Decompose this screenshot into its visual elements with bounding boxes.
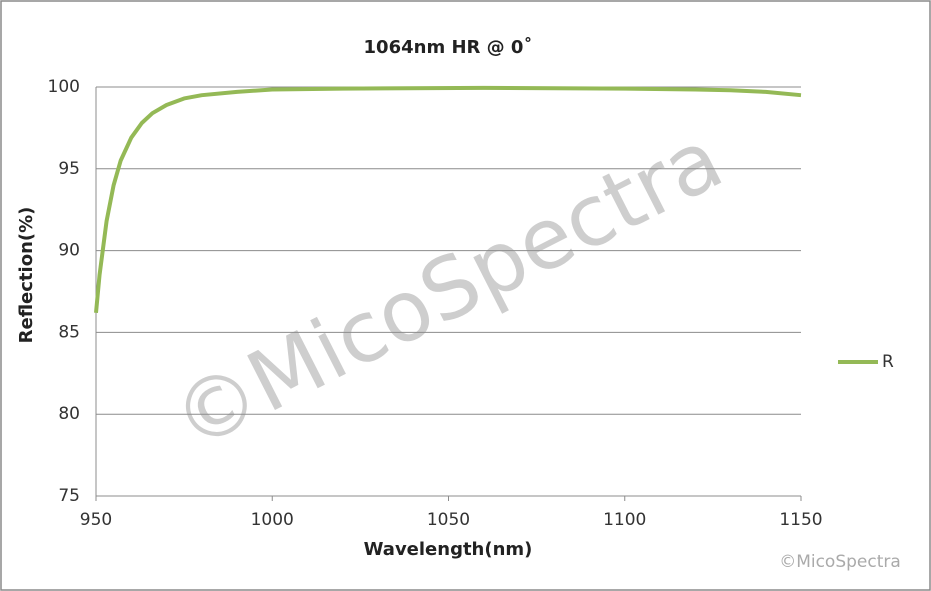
y-tick-label: 80 <box>58 404 80 424</box>
y-tick-label: 90 <box>58 241 80 261</box>
y-tick-label: 75 <box>58 486 80 506</box>
y-axis-label: Reflection(%) <box>16 207 37 344</box>
data-line <box>94 85 802 313</box>
y-tick-label: 95 <box>58 159 80 179</box>
x-tick-label: 950 <box>80 510 112 530</box>
corner-watermark: ©MicoSpectra <box>779 552 901 572</box>
y-tick-label: 100 <box>48 77 80 97</box>
x-tick-label: 1050 <box>427 510 470 530</box>
legend-label: R <box>882 352 894 372</box>
y-tick-label: 85 <box>58 322 80 342</box>
x-axis-label: Wavelength(nm) <box>364 539 533 560</box>
x-tick-label: 1100 <box>603 510 646 530</box>
chart-title: 1064nm HR @ 0˚ <box>364 36 533 58</box>
x-tick-label: 1150 <box>779 510 822 530</box>
x-tick-label: 1000 <box>251 510 294 530</box>
